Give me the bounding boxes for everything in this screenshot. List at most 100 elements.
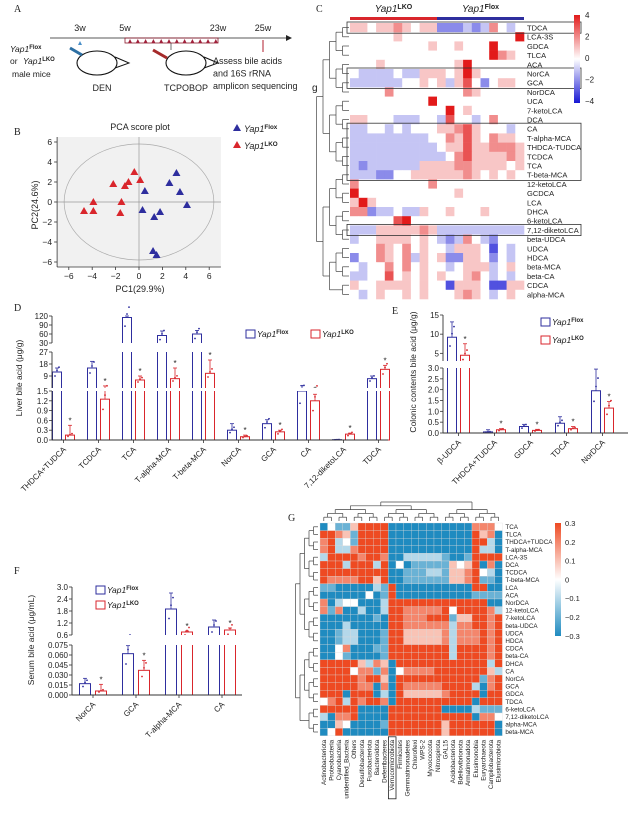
data-point	[316, 385, 318, 387]
dose-marker	[167, 39, 171, 43]
heatmap-g-cell	[426, 614, 435, 622]
data-point	[128, 306, 130, 309]
heatmap-g-cell	[494, 560, 503, 569]
data-point	[126, 313, 128, 315]
heatmap-c-cell	[437, 197, 446, 208]
timepoint-label: 25w	[255, 23, 272, 33]
heatmap-c-cell	[384, 253, 394, 263]
heatmap-g-cell	[433, 583, 442, 592]
assessment-text: and 16S rRNA	[213, 69, 271, 79]
heatmap-c-cell	[437, 179, 446, 189]
significance-marker: *	[185, 622, 188, 631]
data-point	[163, 329, 165, 332]
heatmap-c-cell	[393, 188, 403, 199]
heatmap-g-row-label: beta-MCA	[505, 729, 534, 736]
assessment-text: amplicon sequencing	[213, 81, 298, 91]
heatmap-c-cell	[358, 59, 368, 70]
heatmap-c-cell	[489, 115, 499, 125]
heatmap-c-cell	[463, 115, 473, 125]
heatmap-g-cell	[357, 614, 366, 622]
heatmap-c-cell	[515, 23, 525, 33]
heatmap-g-cell	[335, 621, 343, 630]
heatmap-g-cell	[365, 598, 374, 607]
legend-swatch-flox	[540, 317, 551, 327]
heatmap-c-cell	[506, 225, 516, 235]
heatmap-g-cell	[319, 652, 328, 660]
heatmap-c-cell	[471, 115, 481, 125]
data-point	[211, 368, 213, 370]
heatmap-c-cell	[471, 197, 481, 208]
panel-label-f: F	[14, 566, 20, 577]
data-point	[93, 361, 95, 363]
heatmap-c-cell	[376, 197, 386, 208]
heatmap-c-cell	[471, 87, 481, 97]
heatmap-g-cell	[335, 682, 343, 691]
heatmap-g-cell	[357, 690, 366, 698]
pca-point-lko	[109, 180, 118, 187]
heatmap-c-cell	[497, 170, 507, 180]
heatmap-c-row-label: CDCA	[527, 281, 548, 290]
heatmap-c-cell	[480, 69, 490, 79]
heatmap-c-cell	[515, 96, 525, 107]
dose-marker	[213, 39, 218, 43]
heatmap-c-cell	[471, 170, 481, 180]
heatmap-g-cell	[411, 697, 419, 706]
heatmap-c-cell	[454, 225, 464, 235]
heatmap-g-cell	[418, 682, 427, 691]
data-point	[453, 325, 455, 328]
heatmap-g-cell	[357, 538, 366, 546]
heatmap-g-cell	[319, 682, 328, 691]
heatmap-g-cell	[418, 621, 427, 630]
heatmap-g-cell	[342, 705, 351, 714]
heatmap-g-cell	[426, 652, 435, 660]
heatmap-g-cell	[449, 636, 457, 645]
pca-point-flox	[156, 208, 165, 215]
heatmap-g-cell	[487, 553, 495, 562]
heatmap-g-cell	[418, 545, 427, 554]
heatmap-c-cell	[454, 41, 464, 51]
heatmap-c-cell	[445, 41, 455, 51]
heatmap-c-cell	[358, 225, 368, 235]
data-point	[211, 631, 213, 633]
heatmap-c-cell	[497, 50, 507, 61]
bar-lko	[345, 433, 355, 441]
heatmap-c-row-label: UDCA	[527, 244, 548, 253]
heatmap-g-cell	[494, 621, 503, 630]
heatmap-g-cell	[403, 583, 412, 592]
heatmap-c-cell	[376, 280, 386, 291]
group-bar-lko	[350, 17, 437, 20]
heatmap-g-cell	[441, 568, 450, 577]
heatmap-c-cell	[376, 142, 386, 153]
heatmap-c-cell	[384, 280, 394, 291]
heatmap-c-cell	[445, 69, 455, 79]
heatmap-c-cell	[350, 87, 359, 97]
heatmap-c-cell	[480, 50, 490, 61]
heatmap-c-cell	[445, 262, 455, 272]
heatmap-g-cell	[441, 576, 450, 584]
heatmap-c-cell	[393, 280, 403, 291]
heatmap-c-cell	[350, 170, 359, 180]
heatmap-c-cell	[445, 105, 455, 116]
heatmap-c-cell	[454, 234, 464, 245]
x-tick-label: 4	[183, 271, 188, 281]
heatmap-g-cell	[342, 659, 351, 668]
heatmap-g-cell	[380, 720, 389, 729]
color-scale-c	[574, 15, 580, 103]
heatmap-g-cell	[418, 674, 427, 683]
heatmap-g-cell	[380, 690, 389, 698]
heatmap-c-cell	[393, 151, 403, 162]
data-point	[277, 432, 279, 435]
heatmap-g-cell	[479, 614, 488, 622]
heatmap-g-cell	[487, 636, 495, 645]
data-point	[56, 369, 58, 372]
data-point	[268, 417, 270, 420]
heatmap-c-row-label: TCDCA	[527, 152, 553, 161]
heatmap-g-cell	[365, 636, 374, 645]
heatmap-g-cell	[433, 682, 442, 691]
heatmap-g-cell	[441, 667, 450, 676]
heatmap-c-cell	[393, 253, 403, 263]
heatmap-c-cell	[410, 179, 420, 189]
heatmap-g-cell	[365, 728, 374, 736]
heatmap-g-cell	[373, 697, 381, 706]
heatmap-g-cell	[335, 644, 343, 653]
